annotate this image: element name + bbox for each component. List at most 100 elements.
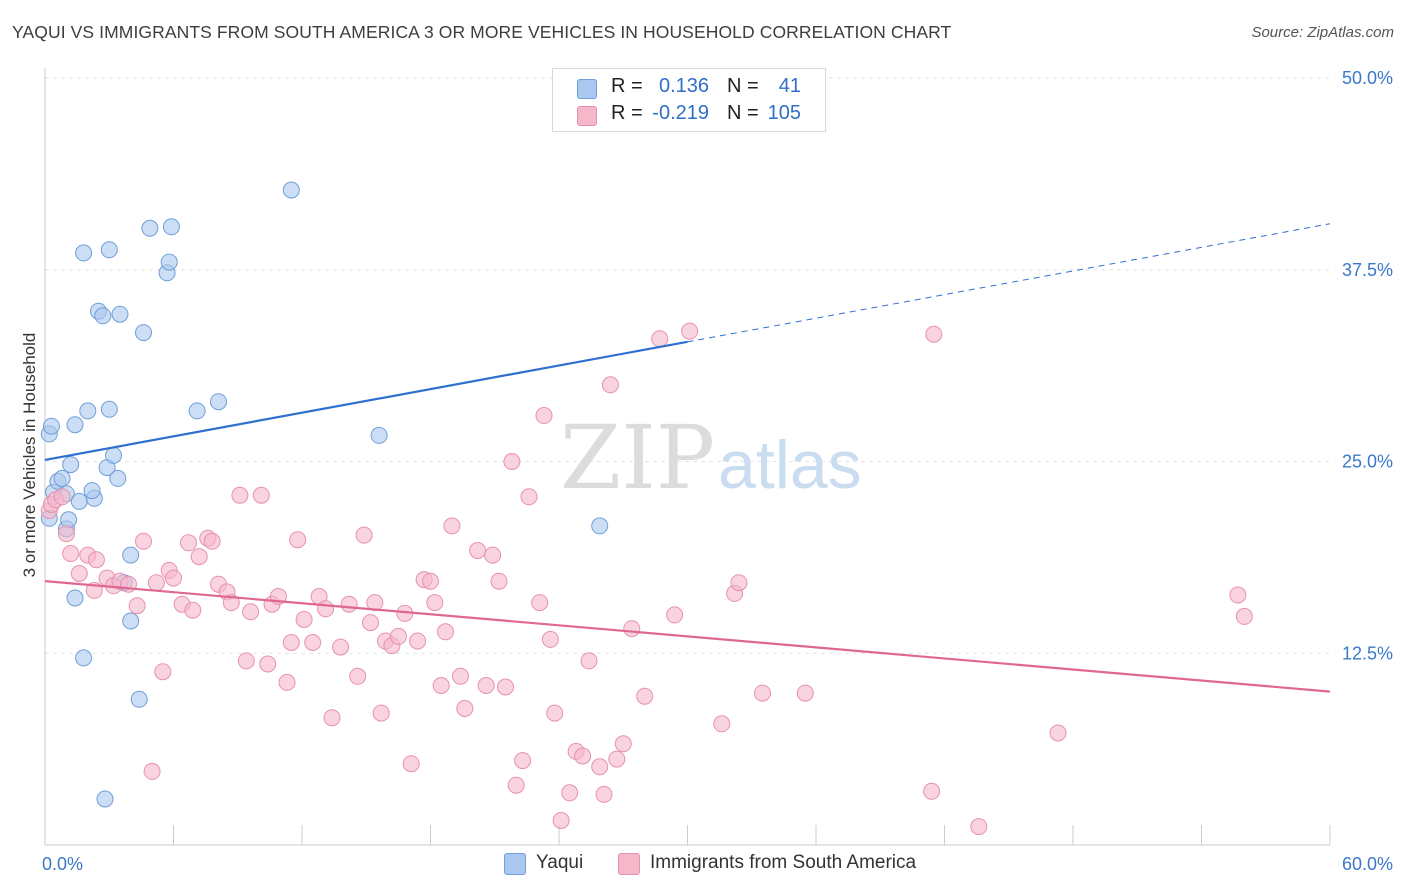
point-immigrants	[70, 565, 88, 582]
point-immigrants	[477, 677, 495, 694]
point-immigrants	[580, 652, 598, 670]
point-immigrants	[452, 667, 469, 685]
point-immigrants	[614, 735, 632, 753]
point-immigrants	[362, 614, 379, 632]
grid-layer	[45, 77, 1330, 654]
point-immigrants	[443, 517, 461, 535]
legend-swatch-yaqui	[577, 79, 597, 99]
point-immigrants	[87, 551, 105, 569]
point-yaqui	[135, 324, 152, 342]
point-yaqui	[96, 790, 114, 808]
point-immigrants	[190, 548, 208, 566]
point-immigrants	[636, 687, 654, 705]
point-immigrants	[135, 532, 152, 550]
legend-item-yaqui: Yaqui	[504, 852, 624, 876]
point-immigrants	[796, 684, 814, 702]
point-immigrants	[713, 715, 731, 733]
point-immigrants	[1229, 586, 1247, 604]
r-value: -0.219	[652, 102, 709, 124]
point-yaqui	[79, 402, 97, 420]
point-immigrants	[432, 677, 450, 694]
point-immigrants	[507, 776, 525, 794]
legend-item-immigrants: Immigrants from South America	[618, 852, 958, 876]
point-immigrants	[389, 627, 407, 645]
point-immigrants	[422, 572, 439, 590]
point-immigrants	[402, 755, 420, 773]
legend-row-immigrants: R = -0.219 N = 105	[553, 102, 825, 128]
point-immigrants	[437, 623, 454, 641]
y-tick-label: 25.0%	[1342, 452, 1393, 472]
r-label: R =	[611, 102, 643, 124]
point-immigrants	[323, 709, 341, 727]
point-yaqui	[122, 546, 140, 564]
point-immigrants	[237, 652, 255, 670]
point-immigrants	[923, 782, 941, 800]
point-yaqui	[111, 305, 129, 323]
point-immigrants	[925, 325, 943, 343]
point-immigrants	[608, 750, 626, 768]
point-immigrants	[143, 762, 161, 780]
point-yaqui	[591, 517, 609, 535]
point-immigrants	[591, 758, 609, 776]
watermark-zip: ZIP	[560, 406, 715, 509]
point-yaqui	[70, 492, 88, 510]
point-immigrants	[651, 330, 669, 348]
point-immigrants	[490, 572, 508, 590]
point-immigrants	[754, 684, 771, 702]
point-yaqui	[75, 244, 93, 262]
point-immigrants	[1049, 724, 1067, 742]
point-yaqui	[109, 469, 127, 487]
y-axis-label: 3 or more Vehicles in Household	[20, 332, 39, 578]
legend-swatch-immigrants	[577, 106, 597, 126]
watermark-layer: ZIP atlas	[560, 406, 862, 509]
point-immigrants	[552, 812, 570, 829]
point-immigrants	[259, 655, 277, 673]
point-immigrants	[203, 532, 221, 550]
point-immigrants	[666, 606, 684, 624]
point-yaqui	[66, 589, 84, 607]
point-yaqui	[162, 218, 180, 236]
legend-swatch-yaqui	[504, 853, 526, 875]
y-tick-label: 50.0%	[1342, 68, 1393, 88]
legend-label-yaqui: Yaqui	[536, 852, 584, 873]
source-label: Source: ZipAtlas.com	[1251, 24, 1394, 41]
point-immigrants	[278, 673, 296, 691]
n-label: N =	[727, 102, 759, 124]
point-immigrants	[535, 407, 553, 424]
point-yaqui	[282, 181, 300, 199]
point-yaqui	[62, 456, 80, 474]
point-yaqui	[94, 307, 112, 325]
point-yaqui	[370, 426, 388, 444]
point-immigrants	[231, 486, 249, 504]
point-yaqui	[83, 482, 101, 500]
point-yaqui	[188, 402, 206, 420]
point-immigrants	[355, 526, 373, 544]
point-immigrants	[154, 663, 172, 681]
trend-line-yaqui-extension	[687, 223, 1331, 343]
point-immigrants	[970, 818, 988, 836]
point-immigrants	[531, 594, 549, 612]
point-immigrants	[242, 603, 260, 621]
point-immigrants	[601, 376, 619, 394]
legend-swatch-immigrants	[618, 853, 640, 875]
point-immigrants	[289, 531, 307, 549]
point-immigrants	[574, 747, 592, 765]
point-immigrants	[332, 638, 350, 656]
point-immigrants	[317, 600, 335, 618]
r-label: R =	[611, 75, 643, 97]
point-immigrants	[456, 700, 474, 717]
correlation-legend: R = 0.136 N = 41 R = -0.219 N = 105	[552, 68, 826, 132]
point-immigrants	[372, 704, 390, 722]
point-immigrants	[497, 678, 514, 696]
point-immigrants	[57, 525, 75, 543]
trend-layer	[44, 223, 1331, 693]
x-tick-label: 0.0%	[42, 854, 83, 874]
point-immigrants	[180, 534, 197, 552]
y-tick-label: 37.5%	[1342, 260, 1393, 280]
label-layer: 12.5% 25.0% 37.5% 50.0% 0.0% 60.0%	[42, 68, 1393, 874]
point-immigrants	[541, 630, 559, 648]
trend-line-immigrants	[44, 580, 1331, 693]
legend-label-immigrants: Immigrants from South America	[650, 852, 917, 873]
point-yaqui	[141, 219, 159, 237]
